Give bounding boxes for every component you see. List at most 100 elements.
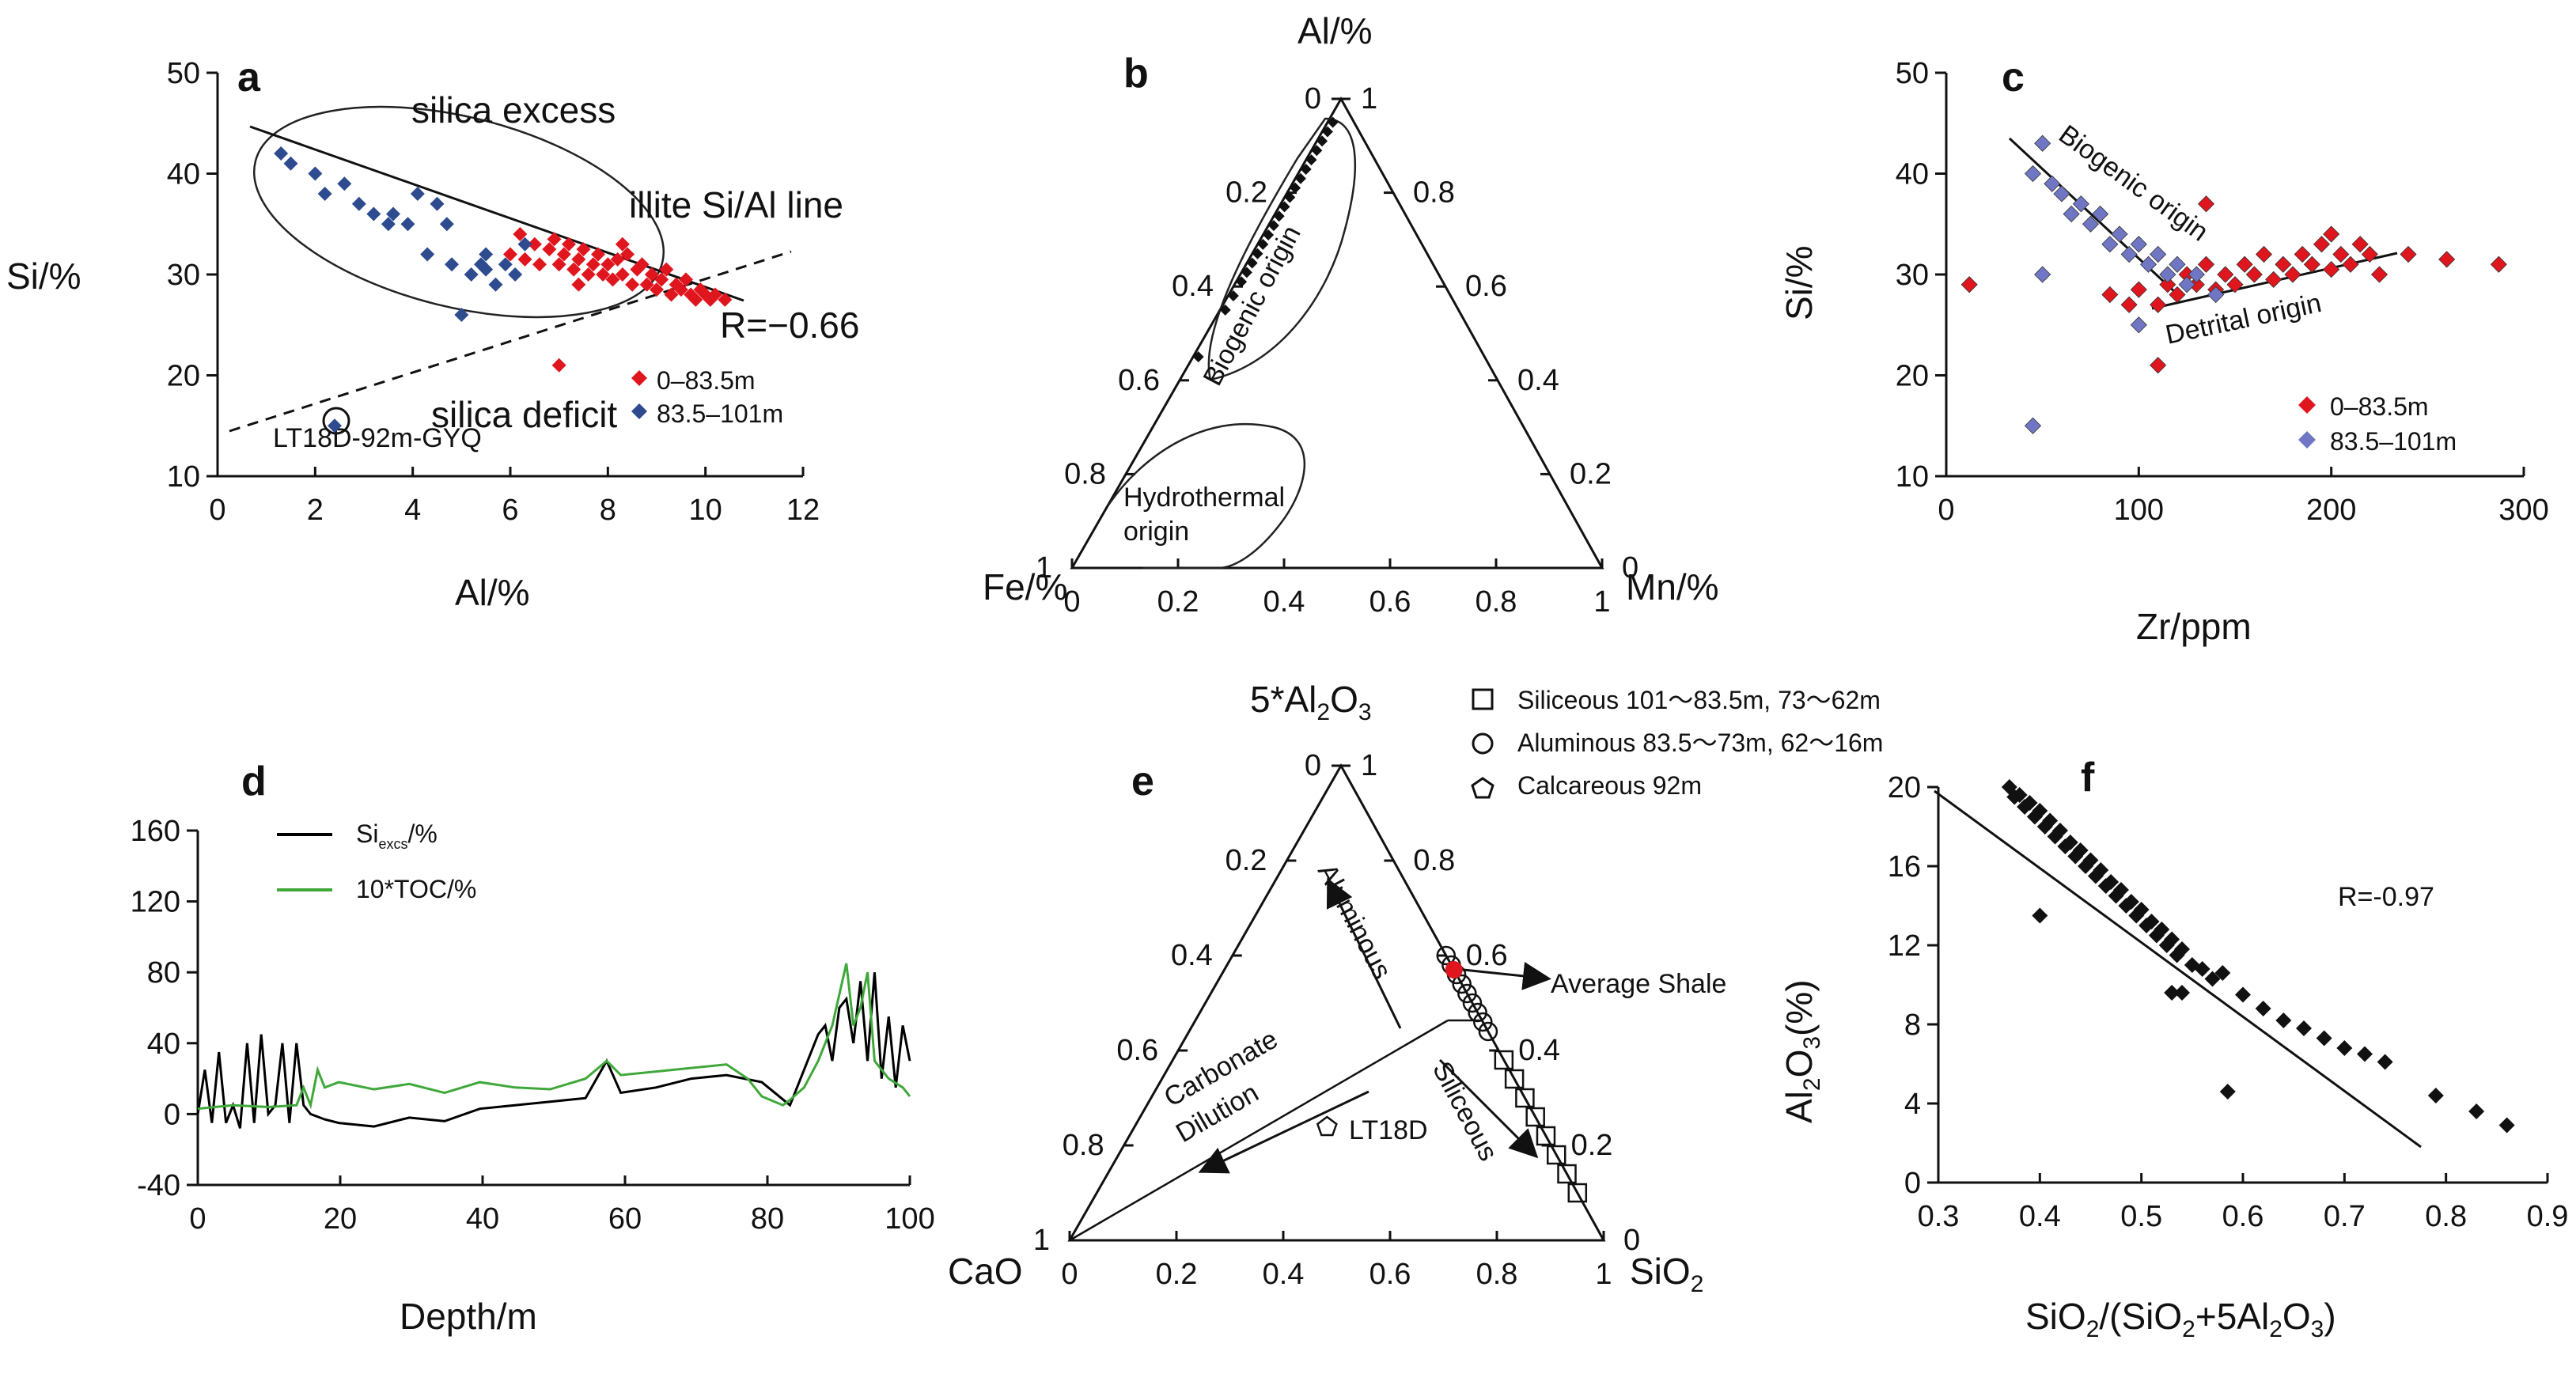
data-point-red (547, 232, 562, 247)
vertex-al: Al/% (1297, 10, 1373, 51)
data-point (2427, 1088, 2444, 1103)
data-point (2062, 835, 2078, 850)
outlier-label: LT18D-92m-GYQ (273, 423, 482, 453)
data-point (2235, 986, 2251, 1003)
data-point-blue (274, 146, 289, 161)
ternary-bottom-label: 0.4 (1263, 1258, 1305, 1291)
data-point (2164, 931, 2180, 948)
data-point-red (679, 272, 693, 287)
legend-aluminous: Aluminous 83.5～73m, 62～16m (1517, 729, 1883, 757)
vertex-al2o3-sub1: 2 (1316, 699, 1330, 725)
panel-f-fit-line (1934, 789, 2422, 1149)
panel-c-xlabel: Zr/ppm (2136, 606, 2252, 647)
x-tick-label: 0.8 (2425, 1200, 2467, 1233)
toc-series-line (197, 963, 911, 1111)
ternary-bottom-label: 0.4 (1263, 585, 1305, 619)
carbonate-dilution-line (1069, 1019, 1449, 1242)
ternary-bottom-label: 0.8 (1476, 585, 1517, 619)
data-point-red (659, 262, 674, 277)
data-point (2052, 823, 2068, 838)
data-point (2042, 812, 2059, 829)
data-point (2296, 1020, 2312, 1036)
ternary-bottom-label: 0.8 (1476, 1258, 1518, 1291)
data-point-red (610, 252, 625, 267)
data-point-blue (2092, 205, 2109, 223)
ternary-right-label: 0.4 (1518, 1034, 1560, 1067)
data-point-blue (2130, 316, 2147, 334)
aluminous-point (1468, 1002, 1487, 1023)
ternary-right-label: 1 (1361, 82, 1377, 115)
data-point (1327, 116, 1339, 128)
data-point-blue (283, 156, 298, 171)
data-point (1290, 182, 1301, 194)
data-point (1279, 201, 1290, 213)
ternary-right-label: 0.6 (1465, 270, 1507, 303)
data-point-blue (2159, 266, 2176, 283)
panel-a-r-value: R=−0.66 (720, 305, 859, 346)
data-point (2468, 1103, 2485, 1119)
data-point (1311, 145, 1323, 157)
data-point-red (571, 277, 586, 292)
ternary-right-label: 0.4 (1517, 364, 1559, 397)
vertex-al2o3-o: O (1330, 679, 1358, 720)
siliceous-point (1504, 1069, 1525, 1089)
average-shale-label: Average Shale (1551, 969, 1726, 999)
data-point-blue (445, 257, 459, 272)
data-point (1192, 351, 1204, 363)
legend-si-sub: excs (378, 836, 407, 852)
panel-b: 00 10.20.2 0.80.40.4 0.60.60.6 0.40.80.8 0.21… (983, 10, 1719, 619)
data-point-blue (2034, 134, 2051, 152)
data-point (2133, 902, 2150, 918)
data-point-red (2245, 266, 2263, 283)
shale-arrow (1455, 961, 1551, 990)
ternary-left-label: 0.6 (1118, 364, 1160, 397)
y-tick-label: 50 (1896, 57, 1929, 90)
data-point-blue (2024, 165, 2042, 183)
panel-f-r-value: R=-0.97 (2338, 882, 2434, 912)
data-point-red (620, 247, 635, 262)
data-point (1219, 304, 1231, 316)
y-tick-label: 50 (167, 57, 200, 90)
data-point-blue (2111, 225, 2128, 243)
panel-d-xlabel: Depth/m (400, 1296, 537, 1337)
x-tick-label: 40 (466, 1202, 499, 1236)
f-yl-4: (%) (1779, 979, 1820, 1036)
data-point-red (605, 272, 620, 287)
data-point-red (688, 292, 703, 307)
panel-a-label: a (237, 55, 261, 100)
f-yl-0: Al (1779, 1091, 1820, 1123)
x-tick-label: 200 (2306, 494, 2356, 527)
f-xl-5: 2 (2269, 1316, 2282, 1342)
data-point (1252, 248, 1263, 259)
f-yl-2: O (1779, 1050, 1820, 1078)
ternary-left-label: 0.8 (1063, 1129, 1104, 1162)
data-point-red (556, 247, 571, 262)
data-point (2255, 1001, 2271, 1016)
x-tick-label: 80 (751, 1202, 784, 1236)
x-tick-label: 0.5 (2120, 1200, 2162, 1233)
y-tick-label: 40 (167, 158, 200, 191)
data-point-blue (2024, 417, 2042, 434)
vertex-cao: CaO (948, 1251, 1023, 1292)
data-point (2316, 1030, 2332, 1047)
data-point (2174, 941, 2190, 957)
silica-excess-label: silica excess (411, 89, 616, 131)
data-point-blue (410, 187, 425, 201)
data-point (1294, 172, 1306, 184)
ternary-right-label: 0.6 (1466, 939, 1508, 972)
vertex-sio2: SiO2 (1630, 1251, 1703, 1297)
data-point-red (562, 237, 576, 252)
data-point (2357, 1046, 2373, 1062)
data-point-red (2226, 276, 2244, 293)
data-point (2275, 1013, 2292, 1028)
ternary-left-label: 1 (1036, 551, 1052, 585)
data-point-red (527, 237, 542, 252)
f-xl-0: SiO (2025, 1296, 2086, 1337)
data-point-red (591, 247, 605, 262)
data-point (2154, 922, 2170, 937)
outlier-circle (322, 407, 350, 435)
data-point-red (576, 242, 591, 257)
ternary-bottom-label: 0 (1061, 1258, 1078, 1291)
data-point-red (1960, 276, 1978, 293)
